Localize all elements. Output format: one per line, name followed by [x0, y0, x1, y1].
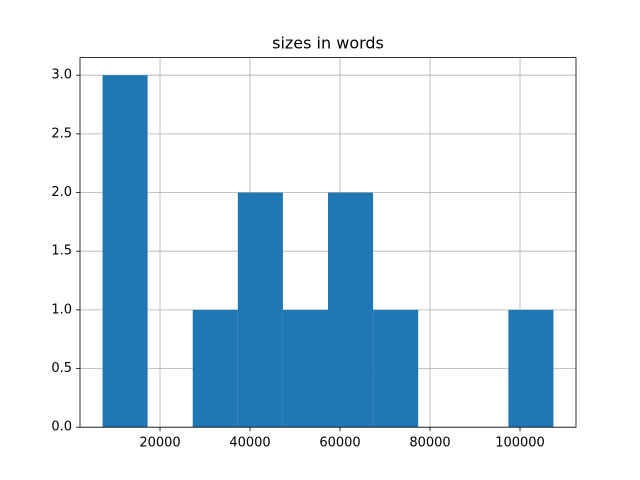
axes-frame [79, 57, 577, 428]
bar [192, 309, 238, 428]
y-tick-label: 2.5 [51, 126, 72, 141]
y-tick-label: 2.0 [51, 185, 72, 200]
bar [282, 309, 328, 428]
bar [373, 309, 419, 428]
chart-title: sizes in words [272, 34, 384, 53]
x-tick-label: 20000 [139, 436, 180, 451]
x-tick-label: 100000 [495, 436, 545, 451]
x-tick-label: 60000 [319, 436, 360, 451]
bar [508, 309, 554, 428]
y-tick-label: 1.5 [51, 244, 72, 259]
x-tick-label: 80000 [409, 436, 450, 451]
bar [102, 75, 148, 428]
bar [328, 192, 374, 428]
bar [237, 192, 283, 428]
y-tick-label: 0.0 [51, 420, 72, 435]
y-tick-label: 3.0 [51, 68, 72, 83]
y-tick-label: 1.0 [51, 302, 72, 317]
x-tick-label: 40000 [229, 436, 270, 451]
y-tick-label: 0.5 [51, 361, 72, 376]
